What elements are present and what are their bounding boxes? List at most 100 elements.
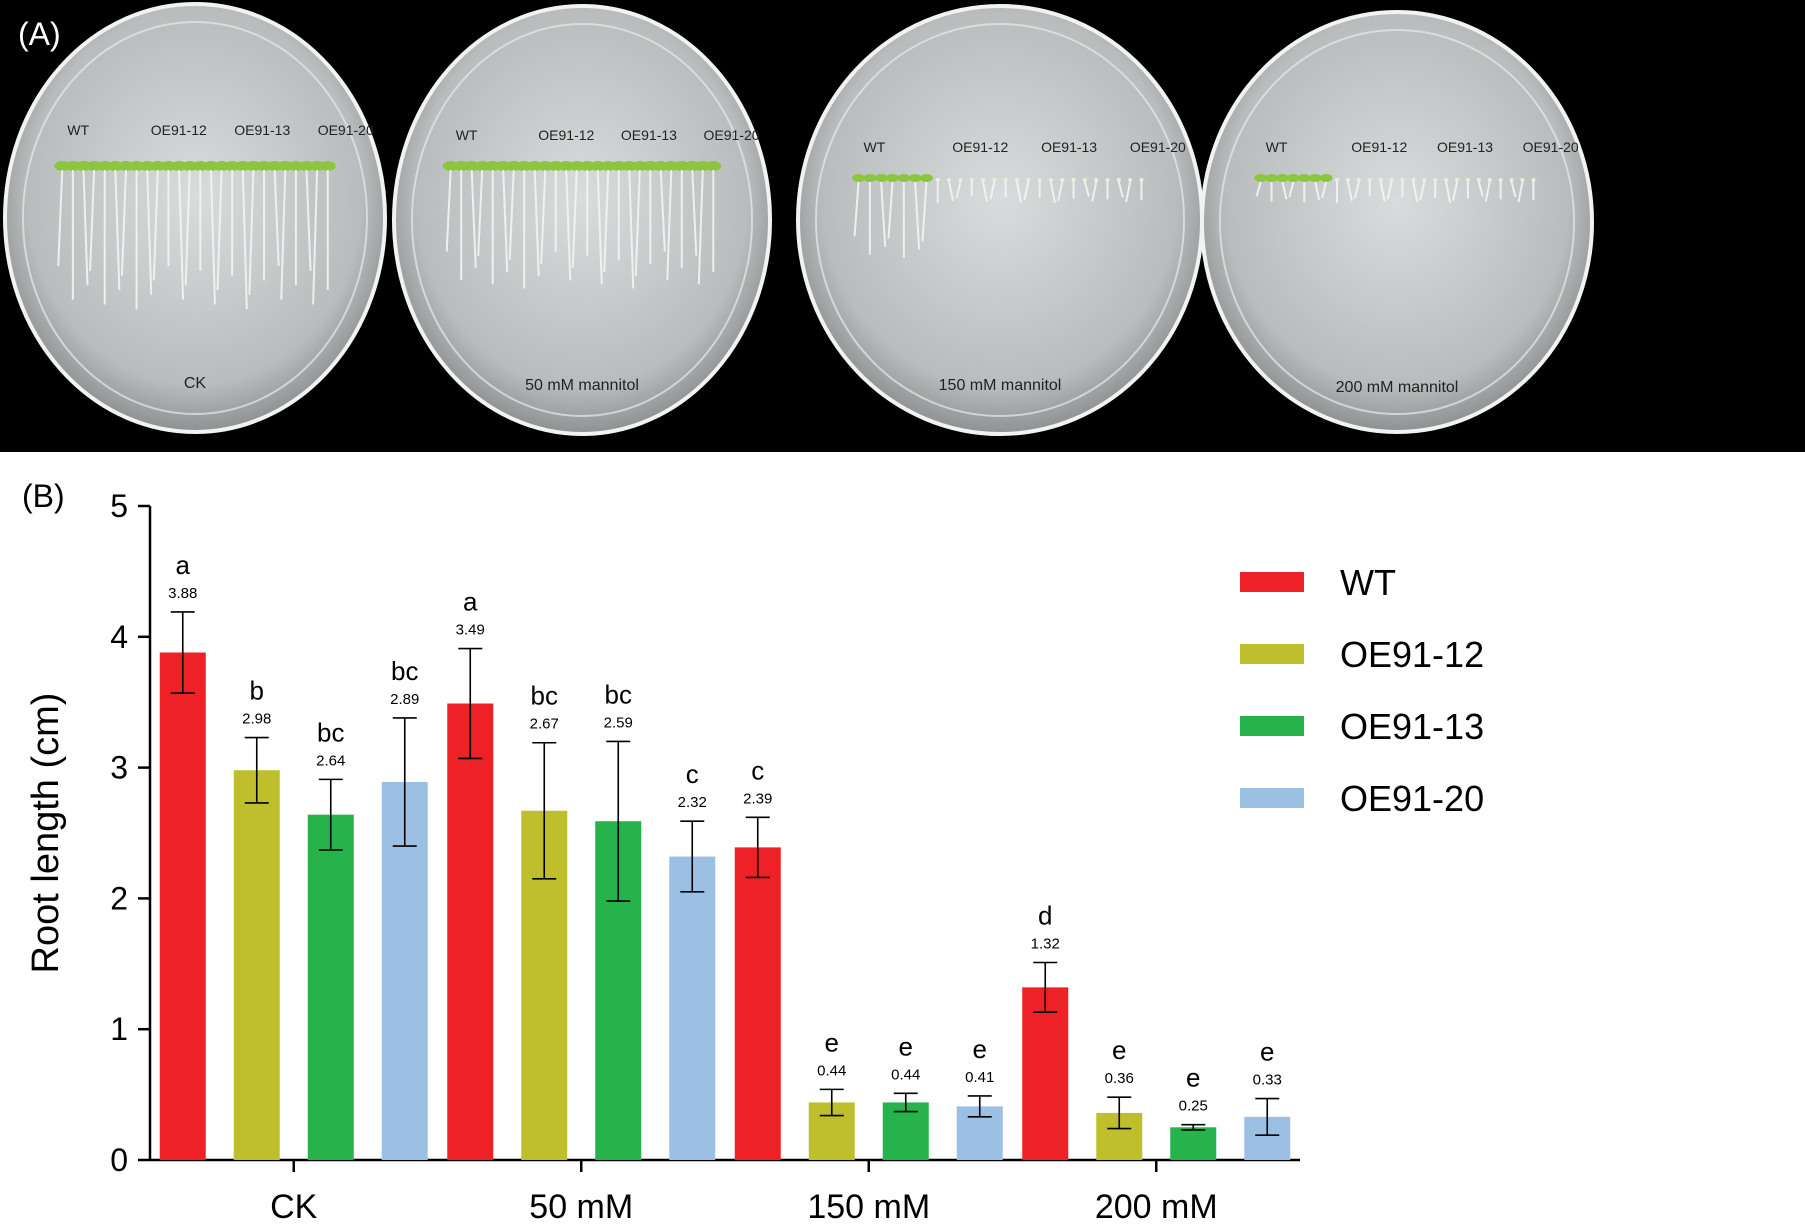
root xyxy=(120,169,127,276)
root xyxy=(1353,181,1360,199)
y-tick-label: 0 xyxy=(110,1142,128,1178)
genotype-label: OE91-13 xyxy=(1437,139,1493,155)
seedling-leaf xyxy=(920,174,933,182)
significance-letter: bc xyxy=(391,656,418,686)
root xyxy=(1015,181,1022,203)
significance-letter: a xyxy=(463,587,478,617)
seedling-leaf xyxy=(1048,178,1053,182)
root xyxy=(114,169,121,291)
root xyxy=(1288,181,1295,198)
data-label: 0.41 xyxy=(965,1069,994,1086)
root xyxy=(305,169,312,271)
significance-letter: e xyxy=(825,1027,839,1057)
data-label: 2.67 xyxy=(530,716,559,733)
legend-swatch xyxy=(1240,788,1304,808)
petri-dish: WT OE91-12 OE91-13 OE91-20 50 mM mannitol xyxy=(392,4,772,436)
root xyxy=(989,181,996,200)
dish-rim xyxy=(3,2,387,434)
seedling-leaf xyxy=(1128,178,1133,182)
petri-dish: WT OE91-12 OE91-13 OE91-20 150 mM mannitol xyxy=(796,4,1204,436)
data-label: 2.39 xyxy=(743,790,772,807)
seedling-leaf xyxy=(1509,178,1514,182)
root xyxy=(146,169,153,295)
panel-b-label: (B) xyxy=(22,478,65,514)
seedling-leaf xyxy=(1071,178,1076,182)
y-axis-label: Root length (cm) xyxy=(25,693,67,974)
seedling-leaf xyxy=(981,178,986,182)
seedling-leaf xyxy=(1254,174,1268,182)
y-tick-label: 2 xyxy=(110,880,128,916)
significance-letter: e xyxy=(1260,1037,1274,1067)
significance-letter: bc xyxy=(317,717,344,747)
root xyxy=(1484,181,1491,202)
dish-inner-rim xyxy=(1219,29,1575,415)
root xyxy=(887,181,894,239)
seedling-leaf xyxy=(897,174,911,182)
y-tick-label: 1 xyxy=(110,1011,128,1047)
root xyxy=(1477,181,1484,197)
seedling-leaf xyxy=(1116,178,1121,182)
genotype-label: WT xyxy=(864,139,886,155)
bar xyxy=(307,814,354,1160)
root xyxy=(1117,181,1124,198)
root xyxy=(1510,181,1517,198)
genotype-label: OE91-13 xyxy=(1041,139,1097,155)
seedling-leaf xyxy=(1082,178,1087,182)
seedling-leaf xyxy=(947,178,952,182)
root xyxy=(57,169,64,267)
seedling-leaf xyxy=(1378,178,1383,182)
data-label: 0.25 xyxy=(1179,1098,1208,1115)
legend-swatch xyxy=(1240,716,1304,736)
legend-label: OE91-13 xyxy=(1340,706,1484,747)
panel-a-label: (A) xyxy=(18,16,61,52)
root xyxy=(1091,181,1098,202)
root xyxy=(1255,181,1262,197)
seedling-leaf xyxy=(1286,174,1300,182)
root xyxy=(540,169,547,264)
seedling-leaf xyxy=(1444,178,1449,182)
significance-letter: e xyxy=(1186,1063,1200,1093)
seedling-leaf xyxy=(1026,178,1031,182)
root xyxy=(445,169,452,252)
root xyxy=(628,169,635,289)
x-tick-label: 200 mM xyxy=(1095,1188,1218,1226)
seedling-leaf xyxy=(1094,178,1099,182)
significance-letter: bc xyxy=(531,681,558,711)
condition-label: 50 mM mannitol xyxy=(525,377,639,394)
root xyxy=(853,181,860,237)
genotype-label: WT xyxy=(67,122,89,138)
bar xyxy=(669,856,716,1160)
root xyxy=(571,169,578,268)
dish-inner-rim xyxy=(411,23,753,417)
seedling-leaf xyxy=(886,174,899,182)
bar xyxy=(1022,987,1069,1160)
significance-letter: bc xyxy=(605,679,632,709)
dish-inner-rim xyxy=(815,23,1185,417)
seedling-leaf xyxy=(852,174,865,182)
root xyxy=(603,169,610,273)
seedling-leaf xyxy=(319,161,336,171)
root xyxy=(502,169,509,273)
root xyxy=(152,169,159,281)
root xyxy=(477,169,484,256)
data-label: 0.33 xyxy=(1253,1072,1282,1089)
genotype-label: WT xyxy=(456,127,478,143)
seedling-leaf xyxy=(958,178,963,182)
condition-label: 150 mM mannitol xyxy=(939,377,1062,394)
seedling-leaf xyxy=(1014,178,1019,182)
x-tick-label: 150 mM xyxy=(807,1188,930,1226)
bar xyxy=(233,770,280,1160)
root xyxy=(248,169,255,295)
genotype-label: OE91-12 xyxy=(538,127,594,143)
data-label: 1.32 xyxy=(1031,935,1060,952)
root xyxy=(1125,181,1132,203)
condition-label: 200 mM mannitol xyxy=(1336,379,1459,396)
seedling-leaf xyxy=(1476,178,1481,182)
genotype-label: OE91-13 xyxy=(234,122,290,138)
root xyxy=(470,169,477,268)
root xyxy=(82,169,89,286)
root xyxy=(280,169,287,300)
data-label: 0.36 xyxy=(1105,1070,1134,1087)
x-tick-label: CK xyxy=(270,1188,318,1226)
genotype-label: OE91-12 xyxy=(952,139,1008,155)
